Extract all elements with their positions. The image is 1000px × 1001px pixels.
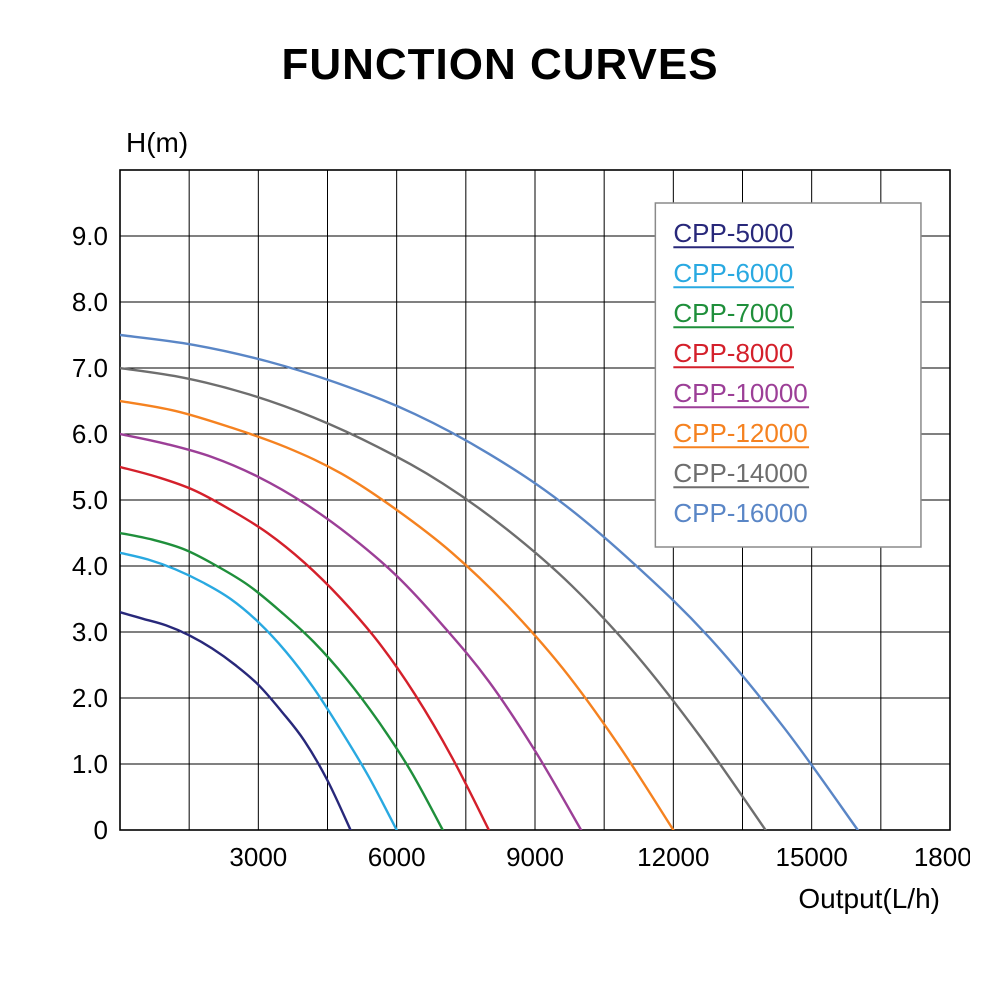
svg-text:9000: 9000	[506, 842, 564, 872]
svg-text:CPP-14000: CPP-14000	[673, 458, 807, 488]
svg-text:2.0: 2.0	[72, 683, 108, 713]
svg-text:1.0: 1.0	[72, 749, 108, 779]
svg-text:7.0: 7.0	[72, 353, 108, 383]
svg-text:CPP-16000: CPP-16000	[673, 498, 807, 528]
svg-text:CPP-8000: CPP-8000	[673, 338, 793, 368]
svg-text:CPP-6000: CPP-6000	[673, 258, 793, 288]
chart-container: 0 1.0 2.0 3.0 4.0 5.0 6.0 7.0 8.0 9.0 3000 6000 9000…	[30, 120, 970, 940]
svg-text:15000: 15000	[776, 842, 848, 872]
svg-text:0: 0	[94, 815, 108, 845]
page: FUNCTION CURVES 0 1.0 2.0 3.0 4.0 5.0 6.0 7.0 8.…	[0, 0, 1000, 1001]
svg-text:H(m): H(m)	[126, 127, 188, 158]
svg-text:CPP-7000: CPP-7000	[673, 298, 793, 328]
svg-text:18000: 18000	[914, 842, 970, 872]
svg-text:CPP-5000: CPP-5000	[673, 218, 793, 248]
svg-text:5.0: 5.0	[72, 485, 108, 515]
svg-text:CPP-10000: CPP-10000	[673, 378, 807, 408]
chart-title: FUNCTION CURVES	[0, 40, 1000, 90]
svg-text:Output(L/h): Output(L/h)	[798, 883, 940, 914]
svg-text:3000: 3000	[229, 842, 287, 872]
svg-text:6.0: 6.0	[72, 419, 108, 449]
svg-text:4.0: 4.0	[72, 551, 108, 581]
svg-text:9.0: 9.0	[72, 221, 108, 251]
svg-text:3.0: 3.0	[72, 617, 108, 647]
function-curves-chart: 0 1.0 2.0 3.0 4.0 5.0 6.0 7.0 8.0 9.0 3000 6000 9000…	[30, 120, 970, 940]
svg-text:CPP-12000: CPP-12000	[673, 418, 807, 448]
svg-text:12000: 12000	[637, 842, 709, 872]
svg-text:6000: 6000	[368, 842, 426, 872]
svg-text:8.0: 8.0	[72, 287, 108, 317]
